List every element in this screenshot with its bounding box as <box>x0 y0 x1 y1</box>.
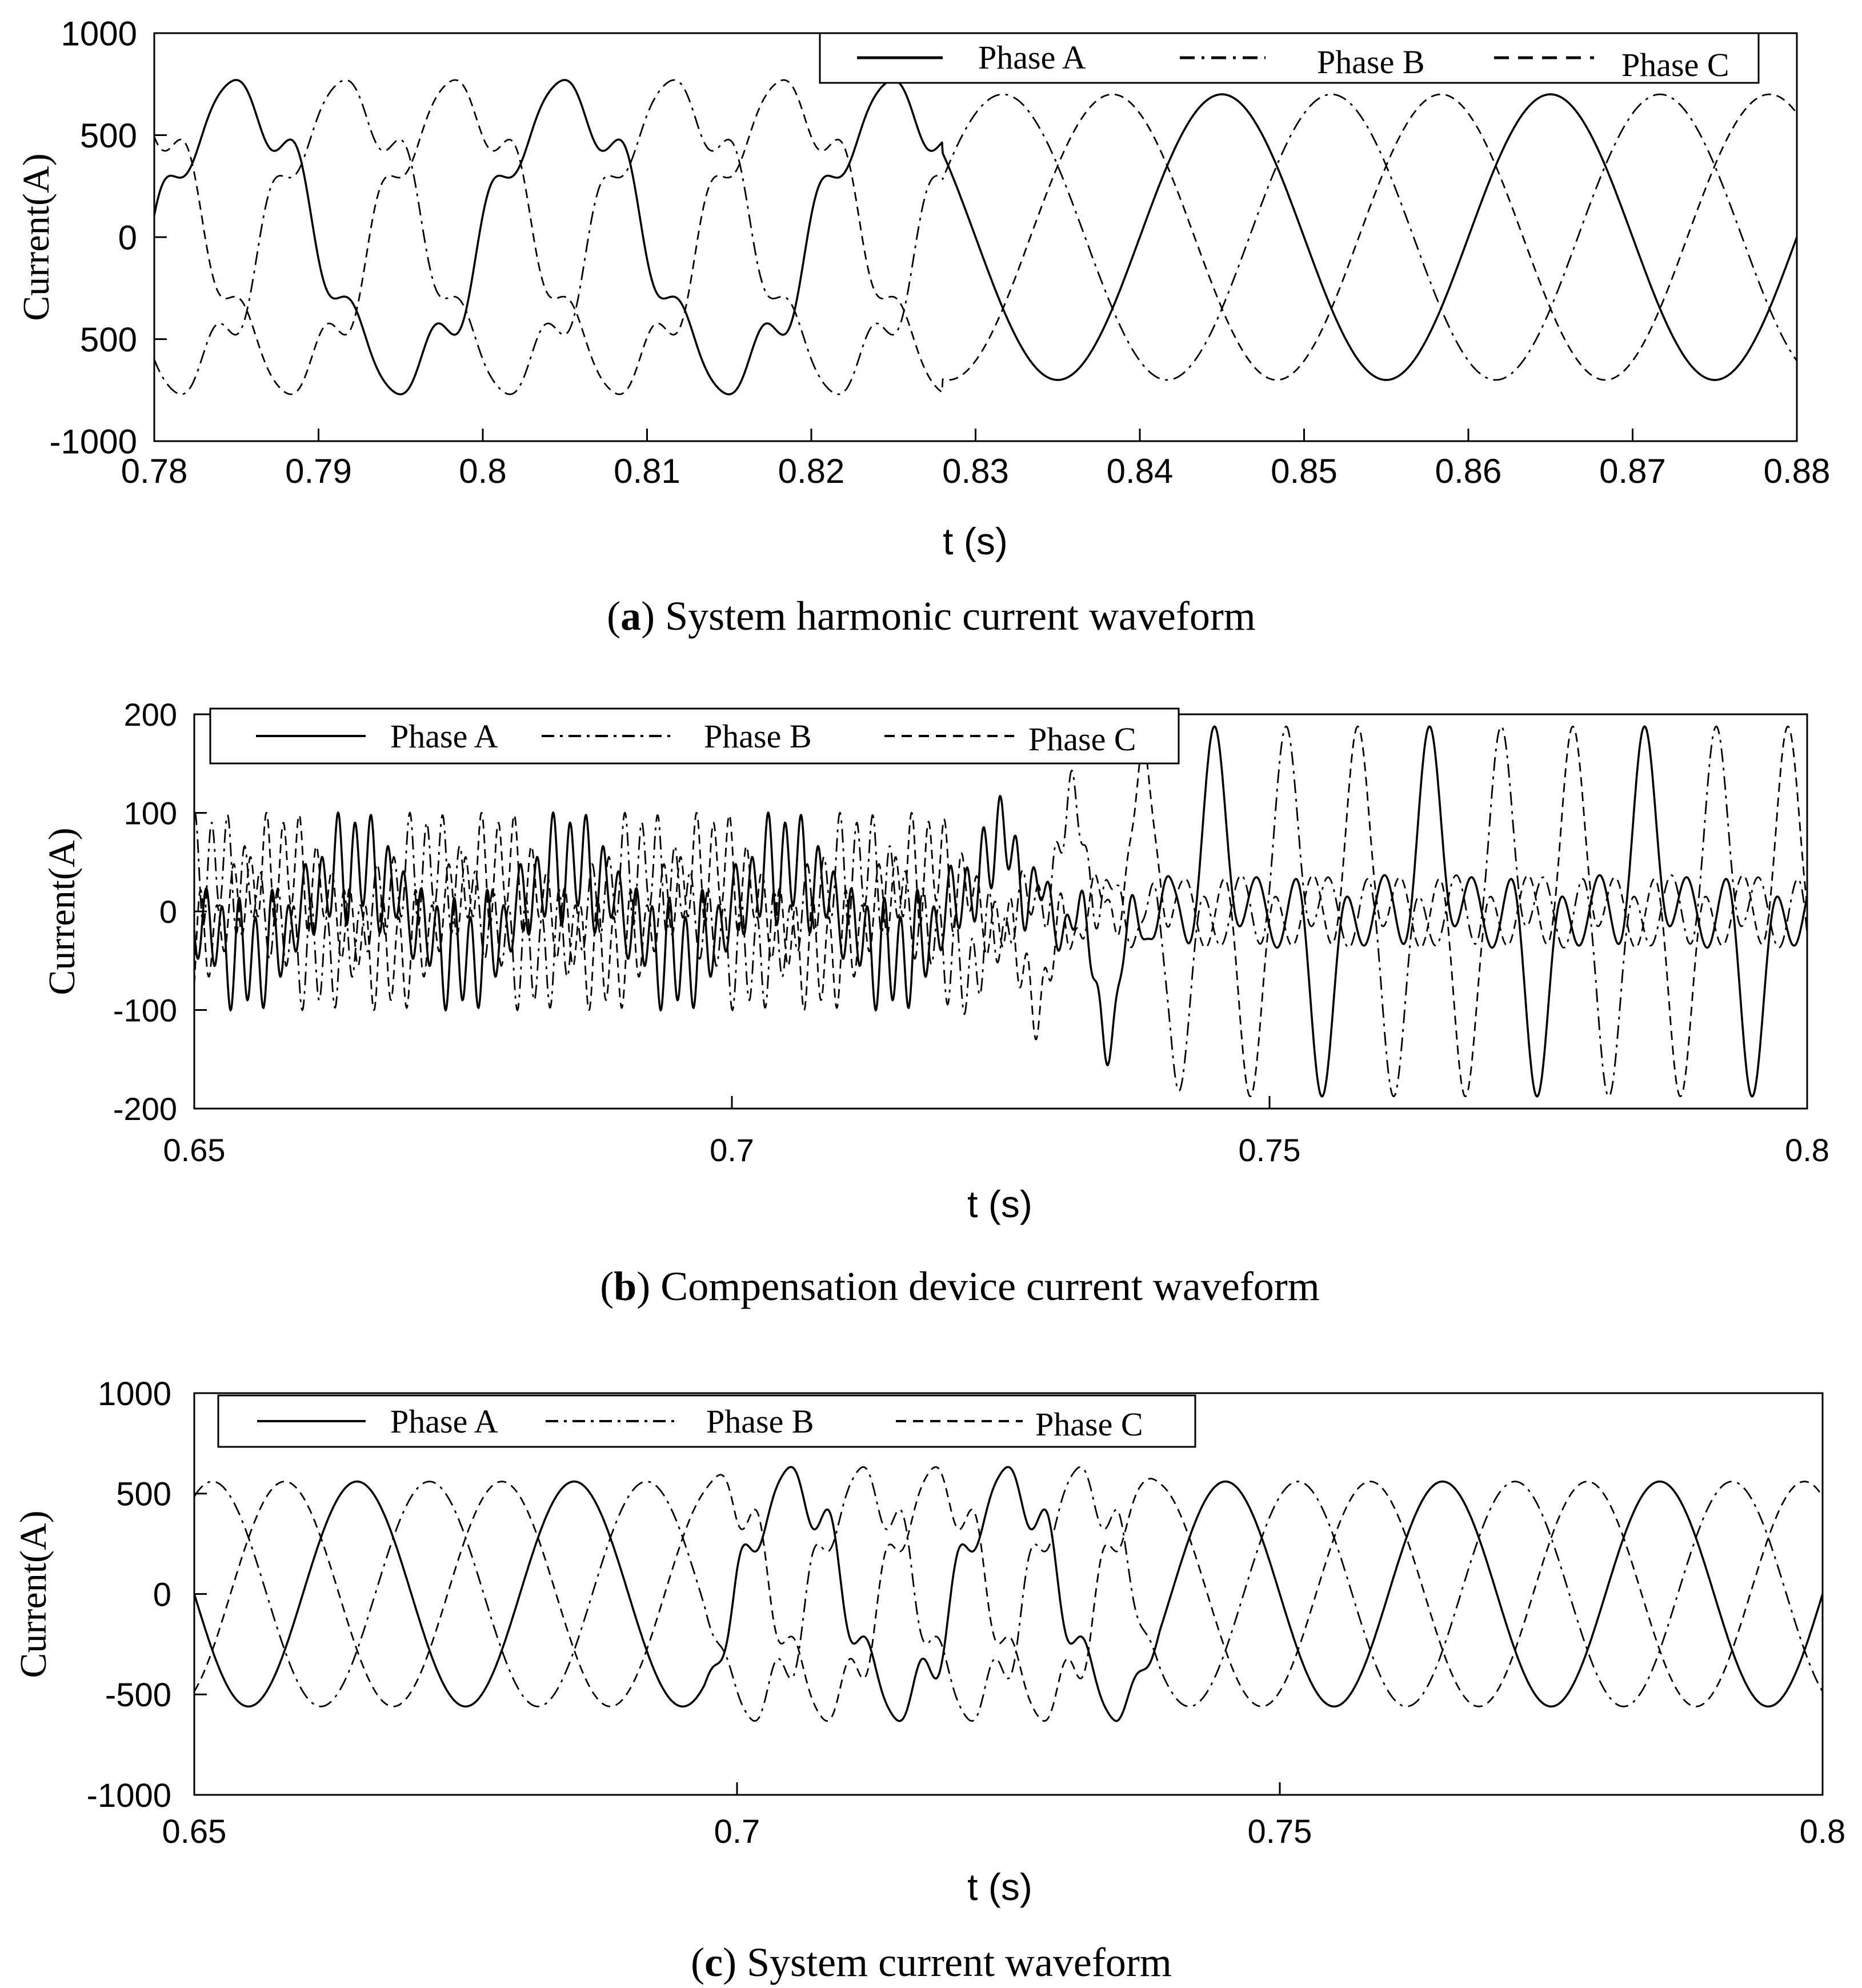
panel-a-legend: Phase A Phase B Phase C <box>819 32 1760 84</box>
panel-a-y-axis-label: Current(A) <box>15 153 57 321</box>
panel-c-x-tick-label: 0.8 <box>1800 1813 1846 1850</box>
panel-a-x-tick-label: 0.83 <box>942 452 1009 490</box>
panel-c-x-tick-label: 0.7 <box>714 1813 760 1850</box>
panel-a-y-ticks: 1000 500 0 500 -1000 <box>50 15 167 461</box>
panel-b-x-tick-label: 0.65 <box>163 1132 226 1168</box>
panel-b-legend-box <box>209 707 1180 765</box>
panel-a-y-tick-label: -1000 <box>50 423 137 461</box>
panel-c-y-tick-label: 500 <box>116 1476 171 1513</box>
panel-c-legend-label-phase-b: Phase B <box>706 1403 814 1440</box>
panel-a-series <box>153 79 1798 395</box>
panel-a-caption-text: System harmonic current waveform <box>665 593 1256 639</box>
panel-b-x-tick-label: 0.75 <box>1239 1132 1301 1168</box>
panel-b-series-line-phase-a <box>193 725 1808 1098</box>
panel-a-legend-box <box>819 32 1760 84</box>
panel-b-series <box>193 725 1808 1098</box>
panel-a-legend-label-phase-a: Phase A <box>978 39 1086 76</box>
panel-a-x-tick-label: 0.8 <box>459 452 506 490</box>
panel-b-y-tick-label: -200 <box>113 1091 177 1127</box>
panel-a-x-tick-label: 0.82 <box>778 452 845 490</box>
panel-b-y-ticks: 200 100 0 -100 -200 <box>113 697 207 1127</box>
panel-c-legend-label-phase-c: Phase C <box>1035 1406 1143 1443</box>
panel-a-x-tick-label: 0.85 <box>1271 452 1338 490</box>
panel-c-caption-letter: c <box>704 1939 723 1985</box>
panel-c-x-tick-label: 0.65 <box>162 1813 227 1850</box>
panel-a-y-tick-label: 1000 <box>61 15 137 53</box>
panel-a-x-axis-label: t (s) <box>943 520 1008 562</box>
panel-c-legend-box <box>217 1394 1196 1448</box>
panel-b: 200 100 0 -100 -200 0.65 0.7 0.75 0.8 t (s) Cur… <box>41 697 1829 1309</box>
panel-c-y-tick-label: -500 <box>105 1677 171 1714</box>
panel-b-y-tick-label: 200 <box>124 697 177 733</box>
panel-c-y-tick-label: -1000 <box>87 1777 171 1814</box>
panel-a-x-tick-label: 0.81 <box>614 452 680 490</box>
panel-a-x-tick-label: 0.88 <box>1764 452 1831 490</box>
panel-b-caption-text: Compensation device current waveform <box>660 1263 1320 1309</box>
panel-c-x-tick-label: 0.75 <box>1248 1813 1312 1850</box>
panel-b-legend: Phase A Phase B Phase C <box>209 707 1180 765</box>
panel-c-legend: Phase A Phase B Phase C <box>217 1394 1196 1448</box>
panel-c: 1000 500 0 -500 -1000 0.65 0.7 0.75 0.8 t (s) C… <box>13 1375 1845 1985</box>
panel-a-x-ticks: 0.78 0.79 0.8 0.81 0.82 0.83 0.84 0.85 0.86 0.87 0… <box>121 429 1831 490</box>
panel-c-y-tick-label: 1000 <box>98 1375 171 1413</box>
panel-a-y-tick-label: 0 <box>118 219 137 257</box>
panel-b-x-tick-label: 0.8 <box>1785 1132 1829 1168</box>
panel-a-series-line-phase-b <box>153 79 1798 395</box>
panel-c-x-ticks: 0.65 0.7 0.75 0.8 <box>162 1782 1846 1850</box>
panel-a-legend-label-phase-c: Phase C <box>1621 46 1729 83</box>
panel-a-legend-label-phase-b: Phase B <box>1317 43 1425 81</box>
panel-a-x-tick-label: 0.84 <box>1107 452 1174 490</box>
panel-b-y-axis-label: Current(A) <box>41 827 83 995</box>
panel-b-y-tick-label: 0 <box>159 894 177 930</box>
panel-c-legend-label-phase-a: Phase A <box>390 1403 498 1440</box>
panel-c-y-tick-label: 0 <box>153 1576 171 1613</box>
panel-c-y-axis-label: Current(A) <box>13 1510 54 1678</box>
panel-a-series-line-phase-a <box>153 79 1798 395</box>
panel-a-x-tick-label: 0.87 <box>1599 452 1666 490</box>
panel-b-series-line-phase-b <box>193 725 1808 1098</box>
panel-c-series <box>193 1466 1824 1722</box>
panel-b-x-axis-label: t (s) <box>967 1183 1032 1225</box>
panel-a-caption: (a) System harmonic current waveform <box>607 593 1256 639</box>
panel-c-caption-text: System current waveform <box>747 1939 1172 1985</box>
panel-a-x-tick-label: 0.79 <box>285 452 352 490</box>
panel-b-caption-letter: b <box>614 1263 636 1309</box>
panel-c-caption: (c) System current waveform <box>691 1939 1172 1985</box>
panel-b-x-tick-label: 0.7 <box>710 1132 754 1168</box>
panel-b-legend-label-phase-a: Phase A <box>390 718 498 755</box>
panel-a: 1000 500 0 500 -1000 0.78 0.79 0.8 0.81 0.82 0.83… <box>15 15 1830 639</box>
panel-a-y-tick-label: 500 <box>80 321 137 359</box>
panel-a-x-tick-label: 0.86 <box>1435 452 1502 490</box>
panel-b-legend-label-phase-c: Phase C <box>1028 721 1136 758</box>
panel-c-x-axis-label: t (s) <box>967 1866 1032 1908</box>
panel-c-series-line-phase-a <box>193 1466 1824 1722</box>
panel-b-series-line-phase-c <box>193 725 1808 1098</box>
panel-a-series-line-phase-c <box>153 79 1798 395</box>
panel-c-series-line-phase-b <box>193 1466 1824 1722</box>
panel-c-y-ticks: 1000 500 0 -500 -1000 <box>87 1375 207 1814</box>
panel-a-y-tick-label: 500 <box>80 117 137 155</box>
panel-a-caption-letter: a <box>620 593 641 639</box>
panel-b-y-tick-label: 100 <box>124 795 177 831</box>
panel-b-x-ticks: 0.65 0.7 0.75 0.8 <box>163 1096 1829 1168</box>
panel-b-caption: (b) Compensation device current waveform <box>600 1263 1320 1309</box>
panel-a-x-tick-label: 0.78 <box>121 452 188 490</box>
panel-b-y-tick-label: -100 <box>113 993 177 1029</box>
panel-b-legend-label-phase-b: Phase B <box>704 718 812 755</box>
